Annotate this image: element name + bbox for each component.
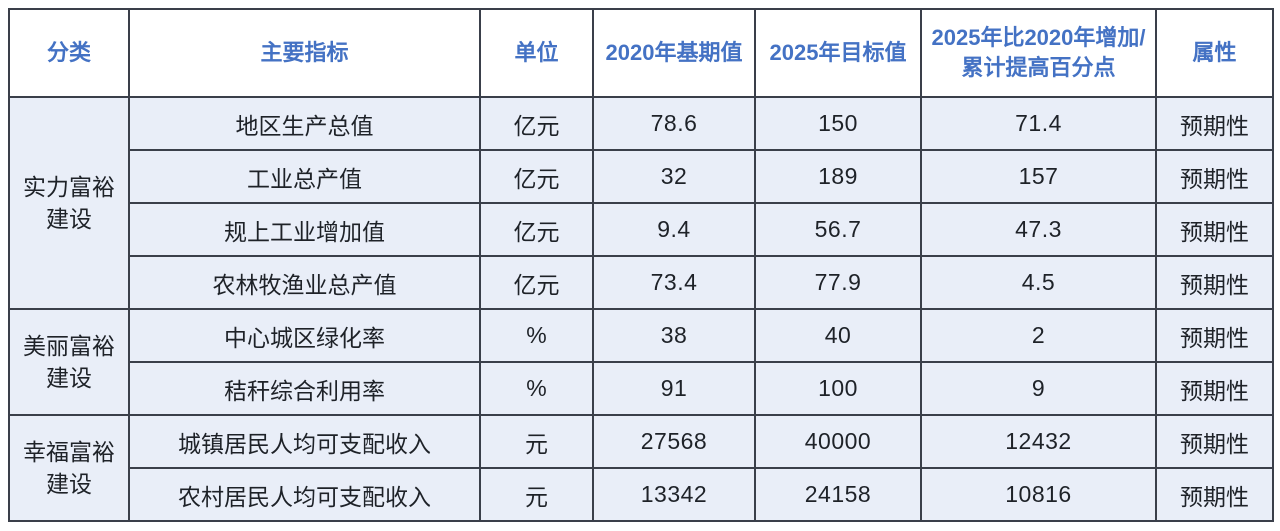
increase-value-cell: 10816 bbox=[920, 467, 1157, 522]
indicators-table: 分类 主要指标 单位 2020年基期值 2025年目标值 2025年比2020年… bbox=[8, 8, 1274, 522]
base-value-cell: 73.4 bbox=[592, 255, 756, 310]
base-value-cell: 32 bbox=[592, 149, 756, 204]
indicator-cell: 农林牧渔业总产值 bbox=[128, 255, 481, 310]
attribute-cell: 预期性 bbox=[1155, 149, 1274, 204]
attribute-cell: 预期性 bbox=[1155, 96, 1274, 151]
indicator-cell: 城镇居民人均可支配收入 bbox=[128, 414, 481, 469]
header-indicator: 主要指标 bbox=[128, 8, 481, 98]
base-value-cell: 91 bbox=[592, 361, 756, 416]
table-row: 秸秆综合利用率 % 91 100 9 预期性 bbox=[9, 361, 1274, 416]
category-cell-beauty: 美丽富裕 建设 bbox=[8, 308, 130, 416]
unit-cell: % bbox=[479, 308, 594, 363]
table-row: 规上工业增加值 亿元 9.4 56.7 47.3 预期性 bbox=[9, 202, 1274, 257]
base-value-cell: 78.6 bbox=[592, 96, 756, 151]
base-value-cell: 13342 bbox=[592, 467, 756, 522]
target-value-cell: 150 bbox=[754, 96, 922, 151]
target-value-cell: 24158 bbox=[754, 467, 922, 522]
header-target-2025: 2025年目标值 bbox=[754, 8, 922, 98]
increase-value-cell: 71.4 bbox=[920, 96, 1157, 151]
table-row: 工业总产值 亿元 32 189 157 预期性 bbox=[9, 149, 1274, 204]
attribute-cell: 预期性 bbox=[1155, 414, 1274, 469]
indicator-cell: 工业总产值 bbox=[128, 149, 481, 204]
attribute-cell: 预期性 bbox=[1155, 361, 1274, 416]
table-row: 美丽富裕 建设 中心城区绿化率 % 38 40 2 预期性 bbox=[8, 308, 1274, 416]
table-row: 农村居民人均可支配收入 元 13342 24158 10816 预期性 bbox=[9, 467, 1274, 522]
header-base-2020: 2020年基期值 bbox=[592, 8, 756, 98]
attribute-cell: 预期性 bbox=[1155, 467, 1274, 522]
header-row: 分类 主要指标 单位 2020年基期值 2025年目标值 2025年比2020年… bbox=[8, 8, 1274, 98]
unit-cell: 元 bbox=[479, 414, 594, 469]
target-value-cell: 40000 bbox=[754, 414, 922, 469]
attribute-cell: 预期性 bbox=[1155, 255, 1274, 310]
unit-cell: 元 bbox=[479, 467, 594, 522]
category-cell-happiness: 幸福富裕 建设 bbox=[8, 414, 130, 522]
indicator-cell: 规上工业增加值 bbox=[128, 202, 481, 257]
target-value-cell: 189 bbox=[754, 149, 922, 204]
increase-value-cell: 157 bbox=[920, 149, 1157, 204]
unit-cell: 亿元 bbox=[479, 149, 594, 204]
category-cell-strength: 实力富裕 建设 bbox=[8, 96, 130, 310]
header-attribute: 属性 bbox=[1155, 8, 1274, 98]
header-unit: 单位 bbox=[479, 8, 594, 98]
unit-cell: 亿元 bbox=[479, 255, 594, 310]
table-row: 实力富裕 建设 地区生产总值 亿元 78.6 150 71.4 预期性 bbox=[8, 96, 1274, 310]
indicator-cell: 农村居民人均可支配收入 bbox=[128, 467, 481, 522]
base-value-cell: 9.4 bbox=[592, 202, 756, 257]
indicator-cell: 中心城区绿化率 bbox=[128, 308, 481, 363]
increase-value-cell: 2 bbox=[920, 308, 1157, 363]
base-value-cell: 38 bbox=[592, 308, 756, 363]
unit-cell: % bbox=[479, 361, 594, 416]
unit-cell: 亿元 bbox=[479, 96, 594, 151]
increase-value-cell: 9 bbox=[920, 361, 1157, 416]
header-category: 分类 bbox=[8, 8, 130, 98]
target-value-cell: 100 bbox=[754, 361, 922, 416]
indicator-cell: 秸秆综合利用率 bbox=[128, 361, 481, 416]
increase-value-cell: 4.5 bbox=[920, 255, 1157, 310]
attribute-cell: 预期性 bbox=[1155, 202, 1274, 257]
indicator-cell: 地区生产总值 bbox=[128, 96, 481, 151]
increase-value-cell: 12432 bbox=[920, 414, 1157, 469]
target-value-cell: 40 bbox=[754, 308, 922, 363]
header-increase: 2025年比2020年增加/累计提高百分点 bbox=[920, 8, 1157, 98]
table-row: 农林牧渔业总产值 亿元 73.4 77.9 4.5 预期性 bbox=[9, 255, 1274, 310]
table-row: 幸福富裕 建设 城镇居民人均可支配收入 元 27568 40000 12432 … bbox=[8, 414, 1274, 522]
target-value-cell: 77.9 bbox=[754, 255, 922, 310]
target-value-cell: 56.7 bbox=[754, 202, 922, 257]
unit-cell: 亿元 bbox=[479, 202, 594, 257]
increase-value-cell: 47.3 bbox=[920, 202, 1157, 257]
attribute-cell: 预期性 bbox=[1155, 308, 1274, 363]
base-value-cell: 27568 bbox=[592, 414, 756, 469]
